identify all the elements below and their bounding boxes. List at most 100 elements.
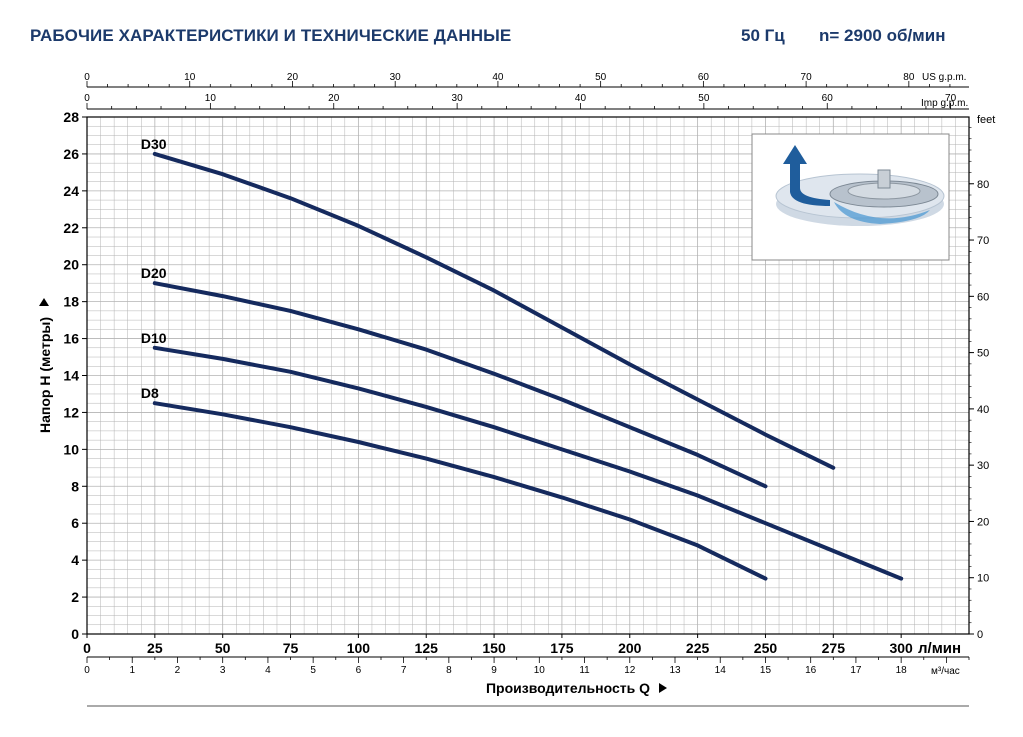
impgpm-tick-label: 50 [698,93,710,104]
feet-unit-label: feet [977,114,995,126]
x-tick-label: 225 [686,640,710,656]
impgpm-tick-label: 30 [452,93,464,104]
curve-label-d8: D8 [141,385,159,401]
feet-tick-label: 70 [977,235,989,247]
x-tick-label: 50 [215,640,231,656]
curve-d20 [152,281,768,489]
y-tick-label: 10 [63,441,79,457]
m3h-tick-label: 2 [175,665,181,676]
impgpm-tick-label: 60 [822,93,834,104]
x-tick-label: 175 [550,640,574,656]
feet-tick-label: 0 [977,629,983,641]
flow-swirl [834,202,930,224]
page-title: РАБОЧИЕ ХАРАКТЕРИСТИКИ И ТЕХНИЧЕСКИЕ ДАН… [30,26,512,45]
m3h-tick-label: 7 [401,665,407,676]
x-tick-label: 100 [347,640,371,656]
x-tick-label: 200 [618,640,642,656]
y-tick-label: 2 [71,589,79,605]
y-tick-label: 18 [63,294,79,310]
usgpm-tick-label: 70 [801,72,813,83]
x-tick-label: 250 [754,640,778,656]
y-tick-label: 26 [63,146,79,162]
y-tick-label: 24 [63,183,79,199]
usgpm-tick-label: 60 [698,72,710,83]
m3h-tick-label: 9 [491,665,497,676]
y-tick-label: 8 [71,478,79,494]
impgpm-tick-label: 0 [84,93,90,104]
feet-tick-label: 80 [977,179,989,191]
usgpm-tick-label: 40 [492,72,504,83]
x-tick-label: 25 [147,640,163,656]
m3h-tick-label: 1 [129,665,135,676]
m3h-tick-label: 3 [220,665,226,676]
curve-label-d10: D10 [141,330,167,346]
x-tick-label: 125 [415,640,439,656]
x-tick-label: 300 [889,640,913,656]
y-tick-label: 16 [63,331,79,347]
m3h-tick-label: 15 [760,665,772,676]
feet-tick-label: 50 [977,348,989,360]
y-tick-label: 6 [71,515,79,531]
axes [82,81,974,707]
x-tick-label: 75 [283,640,299,656]
x-tick-label: 0 [83,640,91,656]
speed-label: n= 2900 об/мин [819,26,946,45]
curve-d10 [152,345,904,581]
m3h-tick-label: 8 [446,665,452,676]
m3h-tick-label: 4 [265,665,271,676]
flow-pipe [790,164,830,206]
axis-labels: 0246810121416182022242628010203040506070… [37,72,995,696]
m3h-tick-label: 14 [715,665,727,676]
usgpm-tick-label: 30 [390,72,402,83]
x-unit-label: л/мин [918,640,961,657]
y-tick-label: 22 [63,220,79,236]
impeller-shaft [877,169,891,189]
usgpm-tick-label: 50 [595,72,607,83]
y-tick-label: 28 [63,109,79,125]
flow-arrow-icon [783,145,807,164]
m3h-tick-label: 11 [579,665,590,676]
usgpm-tick-label: 20 [287,72,299,83]
m3h-tick-label: 12 [624,665,636,676]
curve-label-d30: D30 [141,136,167,152]
usgpm-tick-label: 10 [184,72,196,83]
impgpm-unit-label: Imp g.p.m. [921,98,968,109]
curve-d8 [152,401,768,581]
m3h-tick-label: 13 [669,665,681,676]
impgpm-tick-label: 40 [575,93,587,104]
m3h-tick-label: 5 [310,665,316,676]
m3h-unit-label: м³/час [931,666,960,677]
feet-tick-label: 40 [977,404,989,416]
impgpm-tick-label: 10 [205,93,217,104]
frequency-label: 50 Гц [741,26,785,45]
usgpm-tick-label: 80 [903,72,915,83]
curve-label-d20: D20 [141,265,167,281]
y-tick-label: 0 [71,626,79,642]
curve-d30 [152,151,836,470]
y-axis-arrow-icon [39,298,49,306]
m3h-tick-label: 17 [850,665,862,676]
usgpm-tick-label: 0 [84,72,90,83]
usgpm-unit-label: US g.p.m. [922,72,966,83]
y-tick-label: 20 [63,257,79,273]
impgpm-tick-label: 20 [328,93,340,104]
x-axis-arrow-icon [659,683,667,693]
feet-tick-label: 60 [977,291,989,303]
y-tick-label: 12 [63,404,79,420]
m3h-tick-label: 0 [84,665,90,676]
impgpm-tick-label: 70 [945,93,957,104]
impeller-illustration-icon [751,133,950,261]
m3h-tick-label: 10 [534,665,546,676]
x-axis-title: Производительность Q [486,680,650,696]
m3h-tick-label: 16 [805,665,817,676]
x-tick-label: 275 [822,640,846,656]
x-tick-label: 150 [482,640,506,656]
m3h-tick-label: 18 [896,665,908,676]
y-tick-label: 4 [71,552,79,568]
feet-tick-label: 10 [977,573,989,585]
feet-tick-label: 30 [977,460,989,472]
feet-tick-label: 20 [977,516,989,528]
curves: D30 D20 D10 D8 [141,136,904,581]
y-axis-title: Напор H (метры) [37,317,53,433]
